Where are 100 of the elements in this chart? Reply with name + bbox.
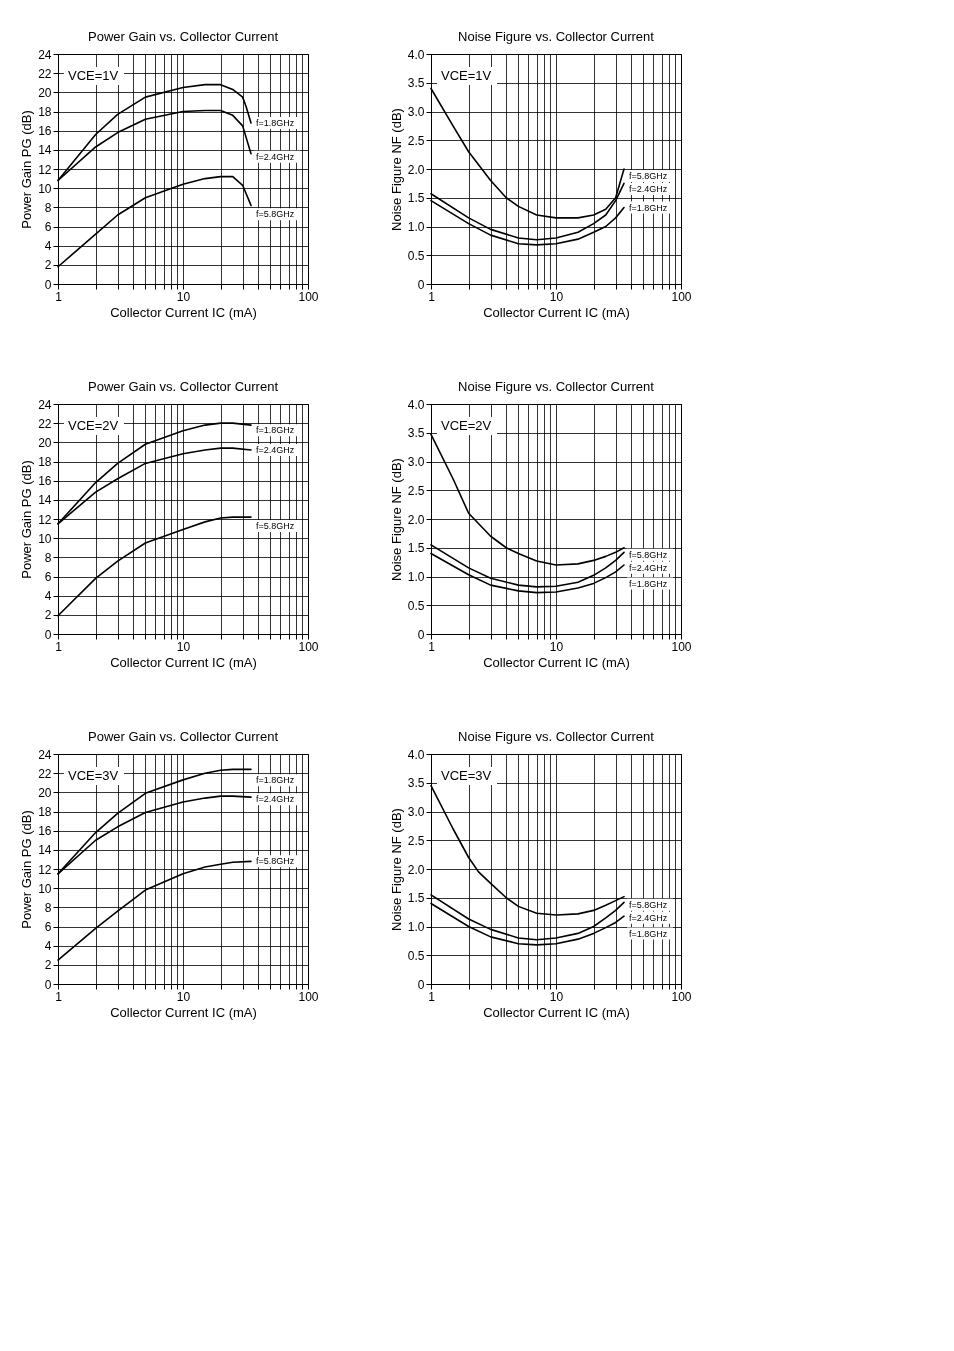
y-tick-label: 22 xyxy=(38,416,52,431)
y-tick-label: 3.0 xyxy=(407,805,425,819)
y-tick-label: 0 xyxy=(417,627,425,642)
y-tick-label: 3.0 xyxy=(407,105,425,119)
x-tick-label: 10 xyxy=(549,639,564,654)
y-tick-label: 3.5 xyxy=(407,426,425,441)
x-tick-label: 1 xyxy=(55,639,63,654)
y-tick-label: 3.0 xyxy=(407,455,425,469)
series-label: f=1.8GHz xyxy=(629,578,668,589)
y-tick-label: 24 xyxy=(38,47,52,62)
series-label: f=5.8GHz xyxy=(629,549,668,560)
x-axis-title: Collector Current IC (mA) xyxy=(110,304,257,320)
annotation: VCE=2V xyxy=(441,418,492,433)
y-tick-label: 0.5 xyxy=(407,248,425,263)
y-tick-label: 22 xyxy=(38,766,52,781)
y-tick-label: 20 xyxy=(38,435,52,450)
y-tick-label: 12 xyxy=(38,162,52,177)
chart-title: Noise Figure vs. Collector Current xyxy=(458,29,655,44)
x-axis-title: Collector Current IC (mA) xyxy=(483,654,630,670)
y-tick-label: 18 xyxy=(38,455,52,469)
y-tick-label: 18 xyxy=(38,805,52,819)
y-axis-title: Power Gain PG (dB) xyxy=(19,110,35,229)
y-tick-label: 2.0 xyxy=(407,162,425,177)
y-tick-label: 1.0 xyxy=(407,920,425,934)
y-tick-label: 8 xyxy=(44,200,52,215)
x-axis-title: Collector Current IC (mA) xyxy=(483,304,630,320)
chart-title: Power Gain vs. Collector Current xyxy=(87,379,279,394)
y-tick-label: 4 xyxy=(44,239,52,254)
y-tick-label: 24 xyxy=(38,747,52,762)
y-axis-title: Power Gain PG (dB) xyxy=(19,810,35,929)
y-tick-label: 10 xyxy=(38,531,52,546)
y-tick-label: 4 xyxy=(44,939,52,954)
y-tick-label: 10 xyxy=(38,181,52,196)
x-tick-label: 10 xyxy=(176,639,191,654)
y-tick-label: 1.5 xyxy=(407,891,425,906)
y-tick-label: 20 xyxy=(38,785,52,800)
y-tick-label: 20 xyxy=(38,85,52,100)
y-tick-label: 2.0 xyxy=(407,512,425,527)
series-label: f=1.8GHz xyxy=(256,425,295,436)
x-tick-label: 1 xyxy=(55,989,63,1004)
y-tick-label: 1.5 xyxy=(407,541,425,556)
y-tick-label: 10 xyxy=(38,881,52,896)
series-label: f=2.4GHz xyxy=(256,151,295,162)
series-label: f=2.4GHz xyxy=(256,445,295,455)
x-tick-label: 1 xyxy=(428,289,436,304)
y-tick-label: 0 xyxy=(44,277,52,292)
y-tick-label: 2 xyxy=(44,958,52,973)
y-axis-title: Noise Figure NF (dB) xyxy=(388,808,404,931)
y-tick-label: 4.0 xyxy=(407,47,425,62)
series-label: f=2.4GHz xyxy=(629,184,668,194)
y-tick-label: 2 xyxy=(44,258,52,273)
y-tick-label: 2 xyxy=(44,608,52,623)
y-axis-title: Noise Figure NF (dB) xyxy=(388,108,404,231)
x-tick-label: 10 xyxy=(549,289,564,304)
y-tick-label: 14 xyxy=(38,143,52,158)
annotation: VCE=2V xyxy=(68,418,119,433)
x-tick-label: 100 xyxy=(298,989,319,1004)
y-tick-label: 2.5 xyxy=(407,483,425,498)
x-tick-label: 100 xyxy=(298,289,319,304)
y-tick-label: 22 xyxy=(38,66,52,81)
series-label: f=1.8GHz xyxy=(256,118,295,128)
y-tick-label: 0 xyxy=(417,977,425,992)
x-tick-label: 10 xyxy=(176,989,191,1004)
y-tick-label: 24 xyxy=(38,397,52,412)
y-tick-label: 0 xyxy=(44,977,52,992)
x-tick-label: 100 xyxy=(671,989,692,1004)
annotation: VCE=3V xyxy=(68,768,119,783)
y-tick-label: 18 xyxy=(38,105,52,119)
chart-title: Noise Figure vs. Collector Current xyxy=(458,379,655,394)
y-axis-title: Power Gain PG (dB) xyxy=(19,460,35,579)
y-tick-label: 6 xyxy=(44,920,52,934)
y-tick-label: 1.0 xyxy=(407,220,425,234)
y-tick-label: 1.0 xyxy=(407,570,425,584)
y-tick-label: 0.5 xyxy=(407,598,425,613)
y-tick-label: 6 xyxy=(44,570,52,584)
x-axis-title: Collector Current IC (mA) xyxy=(483,1004,630,1020)
chart-title: Noise Figure vs. Collector Current xyxy=(458,729,655,744)
y-tick-label: 6 xyxy=(44,220,52,234)
y-tick-label: 4.0 xyxy=(407,747,425,762)
annotation: VCE=1V xyxy=(441,68,492,83)
x-axis-title: Collector Current IC (mA) xyxy=(110,654,257,670)
chart-title: Power Gain vs. Collector Current xyxy=(87,29,279,44)
x-tick-label: 100 xyxy=(671,639,692,654)
y-tick-label: 0 xyxy=(417,277,425,292)
y-tick-label: 12 xyxy=(38,862,52,877)
y-tick-label: 16 xyxy=(38,824,52,839)
series-label: f=1.8GHz xyxy=(256,775,295,786)
x-axis-title: Collector Current IC (mA) xyxy=(110,1004,257,1020)
y-tick-label: 8 xyxy=(44,900,52,915)
chart-title: Power Gain vs. Collector Current xyxy=(87,729,279,744)
series-label: f=1.8GHz xyxy=(629,928,668,939)
x-tick-label: 1 xyxy=(55,289,63,304)
y-tick-label: 2.5 xyxy=(407,833,425,848)
y-tick-label: 2.0 xyxy=(407,862,425,877)
y-tick-label: 0 xyxy=(44,627,52,642)
y-tick-label: 3.5 xyxy=(407,76,425,91)
y-tick-label: 3.5 xyxy=(407,776,425,791)
x-tick-label: 1 xyxy=(428,639,436,654)
series-label: f=1.8GHz xyxy=(629,202,668,213)
series-label: f=5.8GHz xyxy=(256,521,295,531)
